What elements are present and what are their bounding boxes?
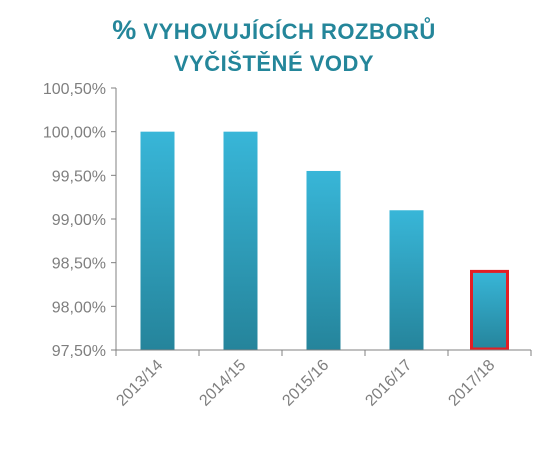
bar-2014-15 bbox=[223, 131, 258, 350]
bar-2017-18 bbox=[472, 271, 507, 350]
x-tick-label: 2013/14 bbox=[113, 357, 166, 410]
y-tick-label: 98,00% bbox=[52, 299, 106, 316]
x-tick-label: 2016/17 bbox=[362, 357, 415, 410]
x-tick-label: 2017/18 bbox=[445, 357, 498, 410]
y-tick-label: 97,50% bbox=[52, 343, 106, 360]
chart-title-line2: VYČIŠTĚNÉ VODY bbox=[173, 51, 375, 76]
y-tick-label: 99,50% bbox=[52, 168, 106, 185]
chart-title-prefix: % bbox=[112, 15, 137, 45]
bar-highlight-outline bbox=[470, 269, 509, 351]
chart-title: % VYHOVUJÍCÍCH ROZBORŮ VYČIŠTĚNÉ VODY bbox=[0, 14, 548, 80]
x-tick-label: 2014/15 bbox=[196, 357, 249, 410]
bar-2016-17 bbox=[389, 210, 424, 350]
y-tick-label: 100,50% bbox=[43, 81, 106, 98]
x-tick-label: 2015/16 bbox=[279, 357, 332, 410]
y-tick-label: 100,00% bbox=[43, 125, 106, 142]
chart-title-line1: VYHOVUJÍCÍCH ROZBORŮ bbox=[143, 19, 436, 44]
y-tick-label: 99,00% bbox=[52, 212, 106, 229]
bar-2015-16 bbox=[306, 170, 341, 350]
y-tick-label: 98,50% bbox=[52, 256, 106, 273]
bar-2013-14 bbox=[140, 131, 175, 350]
